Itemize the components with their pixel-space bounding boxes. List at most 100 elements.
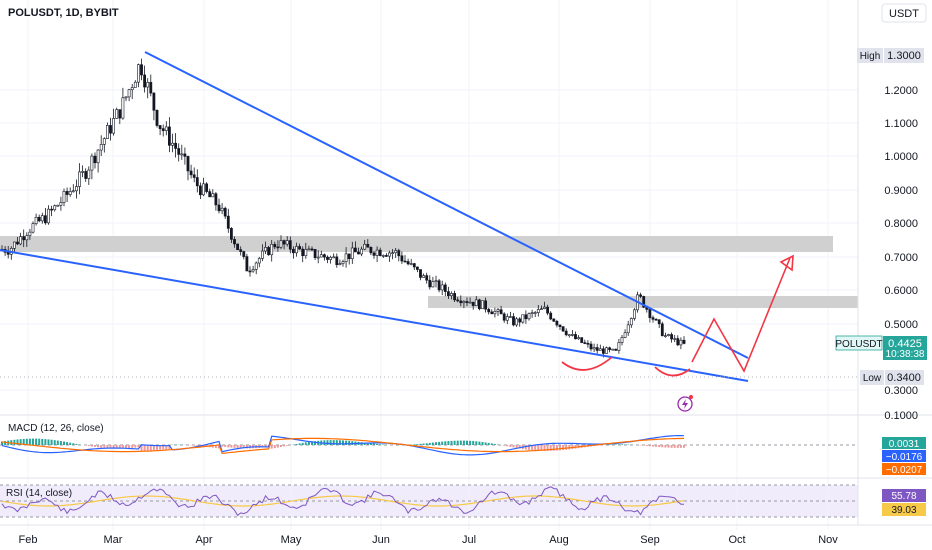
candle — [245, 256, 249, 272]
svg-text:POLUSDT: POLUSDT — [835, 339, 882, 350]
candle — [155, 109, 159, 126]
macd-bar — [348, 440, 351, 445]
candle — [577, 337, 581, 340]
macd-bar — [679, 445, 682, 448]
candle — [341, 261, 345, 264]
candle — [329, 256, 333, 260]
svg-text:USDT: USDT — [889, 8, 919, 20]
candle — [279, 240, 283, 248]
time-axis[interactable]: Feb Mar Apr May Jun Jul Aug Sep Oct Nov — [19, 534, 839, 546]
candle — [291, 248, 295, 254]
candle — [322, 254, 326, 258]
candle — [16, 241, 19, 245]
lower-trendline[interactable] — [0, 249, 749, 382]
candle — [152, 92, 156, 111]
candle — [539, 308, 543, 310]
candle — [171, 142, 174, 146]
macd-bar — [25, 438, 28, 445]
macd-bar — [13, 439, 16, 445]
macd-bar — [227, 445, 230, 448]
macd-bar — [146, 445, 149, 451]
candle — [332, 256, 336, 259]
macd-bar — [53, 440, 56, 445]
macd-bar — [441, 441, 444, 445]
macd-bar — [159, 445, 162, 450]
candle — [62, 191, 66, 203]
candle — [236, 243, 240, 250]
candle — [47, 208, 50, 224]
price-tick: 1.0000 — [884, 151, 918, 163]
candle — [676, 338, 680, 346]
candle — [546, 306, 550, 314]
macd-bar — [59, 441, 62, 445]
macd-bar — [493, 443, 496, 445]
candle — [13, 241, 16, 249]
macd-bar — [537, 445, 540, 451]
low-tag: Low 0.3400 — [860, 370, 924, 385]
candle — [490, 311, 494, 315]
price-tick: 0.8000 — [884, 218, 918, 230]
upper-trendline[interactable] — [144, 51, 749, 359]
candle — [601, 348, 605, 354]
candle — [90, 155, 94, 171]
macd-bar — [121, 445, 124, 449]
candle — [158, 125, 162, 129]
candle — [369, 246, 373, 254]
candle — [313, 249, 317, 258]
candle — [642, 296, 646, 308]
macd-bar — [431, 442, 434, 445]
projection-path[interactable] — [691, 257, 791, 373]
macd-bar — [280, 445, 282, 448]
candle — [230, 228, 233, 240]
macd-bar — [478, 441, 481, 445]
macd-histogram — [1, 438, 685, 452]
macd-bar — [118, 445, 121, 449]
macd-bar — [35, 438, 38, 445]
macd-bar — [562, 445, 565, 451]
macd-bar — [379, 444, 382, 445]
candle — [19, 236, 23, 245]
candle — [589, 343, 593, 350]
signal-line — [1, 437, 685, 455]
candle — [375, 249, 379, 256]
candle — [391, 252, 395, 254]
candle — [456, 299, 460, 302]
macd-bar — [4, 441, 7, 445]
cup-arc-right — [654, 366, 691, 377]
candle — [543, 306, 546, 309]
macd-bar — [466, 440, 468, 445]
month-tick: Jun — [372, 534, 390, 546]
macd-bar — [329, 440, 332, 445]
main-pane[interactable] — [0, 0, 858, 415]
month-tick: Feb — [19, 534, 38, 546]
candle — [403, 260, 407, 263]
candle — [344, 253, 348, 262]
candle — [71, 190, 75, 193]
macd-bar — [438, 441, 441, 445]
candle — [211, 193, 215, 198]
macd-bar — [555, 445, 558, 451]
candle — [608, 347, 612, 350]
candle — [515, 318, 519, 326]
candle — [267, 247, 271, 256]
macd-bar — [75, 443, 78, 445]
macd-bar — [422, 443, 425, 445]
macd-bar — [72, 443, 75, 445]
macd-bar — [512, 445, 515, 448]
svg-text:−0.0207: −0.0207 — [886, 465, 923, 476]
candle — [521, 314, 525, 323]
price-axis[interactable]: 1.2000 1.1000 1.0000 0.9000 0.8000 0.700… — [884, 85, 918, 422]
candle — [276, 246, 280, 249]
lightning-icon[interactable] — [677, 395, 693, 412]
macd-bar — [131, 445, 134, 448]
currency-button[interactable]: USDT — [881, 3, 927, 23]
resistance-zone-upper[interactable] — [0, 236, 833, 252]
macd-bar — [413, 444, 416, 445]
macd-bar — [416, 444, 419, 445]
macd-bar — [469, 440, 472, 445]
macd-bar — [543, 445, 546, 451]
candle — [149, 82, 153, 94]
candle — [428, 279, 432, 288]
candle — [59, 202, 63, 206]
